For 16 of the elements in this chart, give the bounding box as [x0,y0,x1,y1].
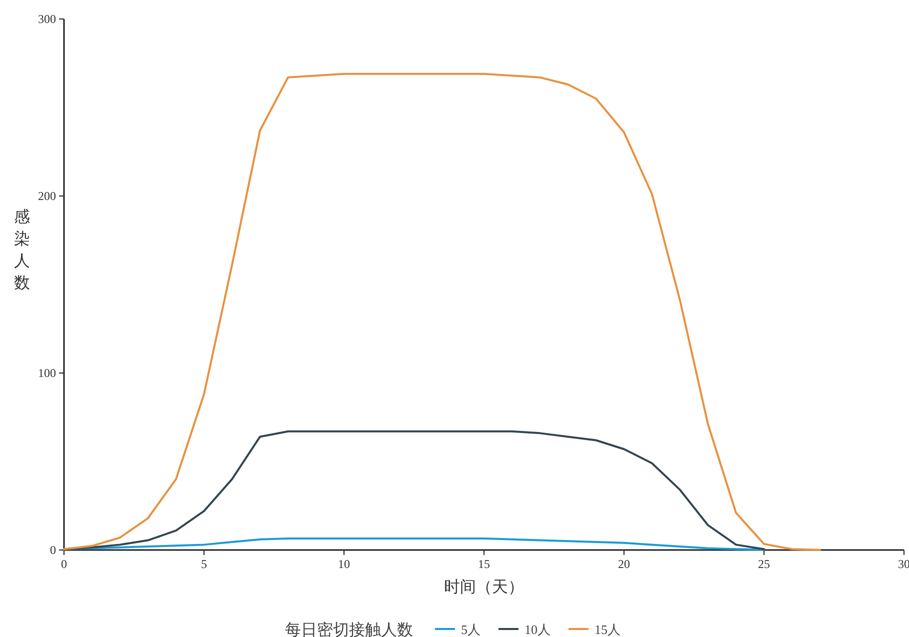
x-tick-label: 20 [618,557,630,571]
x-axis-title: 时间（天） [444,578,524,596]
line-series [63,72,821,551]
y-tick-label: 0 [50,543,56,557]
y-axis-title: 感染人数 [14,208,30,292]
y-tick-label: 200 [38,189,56,203]
x-tick-label: 5 [201,557,207,571]
y-tick-label: 100 [38,366,56,380]
x-tick-label: 0 [61,557,67,571]
legend-label: 10人 [524,622,550,637]
x-tick-label: 10 [338,557,350,571]
legend-label: 15人 [594,622,620,637]
legend-label: 5人 [461,622,480,637]
y-tick-label: 300 [38,12,56,26]
x-tick-label: 15 [478,557,490,571]
x-tick-label: 25 [758,557,770,571]
